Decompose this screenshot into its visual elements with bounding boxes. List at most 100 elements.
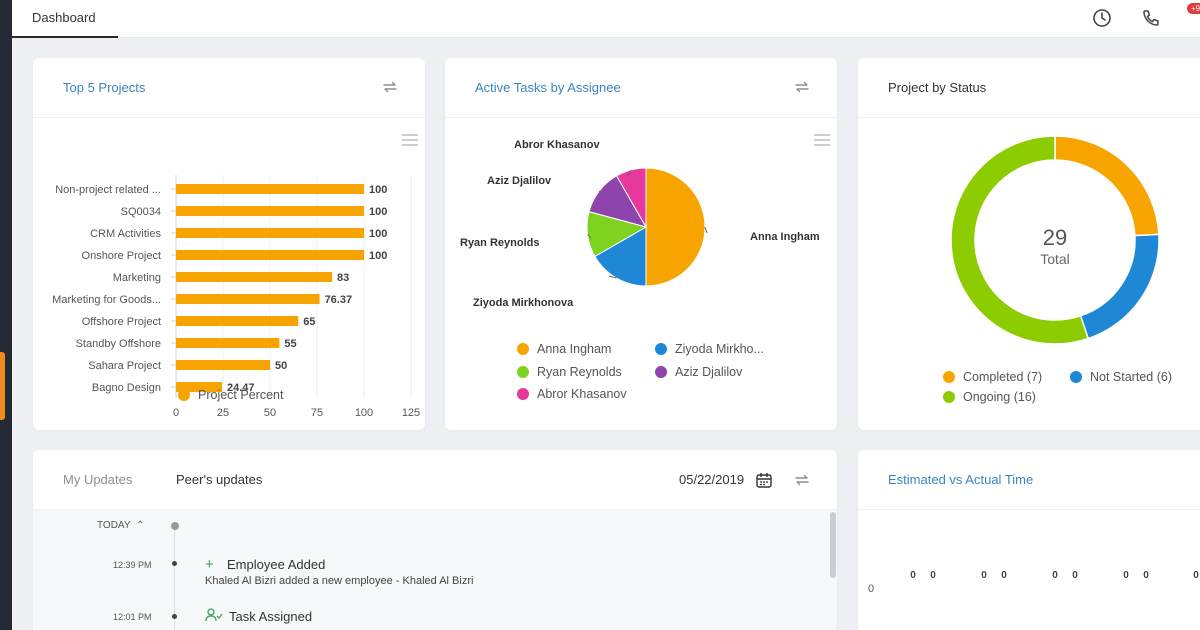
legend-dot (517, 366, 529, 378)
phone-icon[interactable] (1140, 7, 1162, 29)
top-bar: Dashboard +99 (12, 0, 1200, 38)
donut-segment[interactable] (1054, 135, 1160, 237)
bar[interactable] (176, 338, 280, 348)
bar-value-label: 0 (910, 570, 916, 581)
bar[interactable] (176, 382, 223, 392)
bar-value-label: 83 (337, 272, 349, 284)
estimated-actual-card: Estimated vs Actual Time 0 0 0 0 0 0 0 0 0 0 (858, 450, 1200, 630)
bar[interactable] (176, 272, 333, 282)
legend-label: Abror Khasanov (537, 387, 627, 401)
pie-label: Aziz Djalilov (487, 175, 552, 187)
item-time: 12:01 PM (113, 612, 152, 622)
legend-item[interactable]: Aziz Djalilov (655, 365, 742, 379)
tab-dashboard[interactable]: Dashboard (12, 0, 118, 38)
bar-value-label: 0 (1193, 570, 1199, 581)
legend-dot (943, 371, 955, 383)
timeline-dot (172, 614, 177, 619)
refresh-icon[interactable] (793, 78, 811, 96)
bar[interactable] (176, 206, 364, 216)
donut-total-value: 29 (1042, 225, 1068, 250)
legend-dot (517, 343, 529, 355)
legend-label: Completed (7) (963, 370, 1043, 384)
refresh-icon[interactable] (793, 471, 811, 489)
timeline-dot (172, 561, 177, 566)
pie-label: Ryan Reynolds (460, 237, 539, 249)
bar[interactable] (176, 360, 270, 370)
category-label: SQ0034 (121, 206, 161, 218)
bar[interactable] (176, 184, 364, 194)
bar-value-label: 0 (981, 570, 987, 581)
tab-my-updates[interactable]: My Updates (63, 472, 133, 487)
project-status-donut-chart (950, 135, 1160, 345)
legend-label: Project Percent (198, 388, 284, 402)
date-field[interactable]: 05/22/2019 (679, 472, 745, 487)
card-title: Project by Status (888, 80, 987, 95)
bar-value-label: 0 (930, 570, 936, 581)
bar[interactable] (176, 250, 364, 260)
item-title[interactable]: Task Assigned (229, 609, 313, 624)
pie-connector (598, 190, 604, 199)
x-tick-label: 50 (264, 407, 276, 419)
category-label: Non-project related ... (55, 184, 161, 196)
top-projects-bar-chart: 0 25 50 75 100 125 Non-project related ... 100 S… (52, 175, 420, 419)
legend-label: Anna Ingham (537, 342, 612, 356)
bar-value-label: 100 (369, 250, 387, 262)
item-title[interactable]: Employee Added (227, 557, 326, 572)
item-description: Khaled Al Bizri added a new employee - K… (205, 575, 474, 587)
estimated-actual-chart: 0 0 0 0 0 0 0 0 0 (910, 570, 1199, 581)
pie-slice[interactable] (645, 167, 706, 287)
chart-menu-icon[interactable] (402, 134, 418, 146)
item-time: 12:39 PM (113, 560, 152, 570)
bar-value-label: 0 (1123, 570, 1129, 581)
card-title: Top 5 Projects (63, 80, 146, 95)
bar[interactable] (176, 228, 364, 238)
legend-item[interactable]: Not Started (6) (1070, 370, 1172, 384)
bar-value-label: 50 (275, 360, 287, 372)
pie-slice[interactable] (594, 226, 647, 287)
project-status-card: Project by Status 29 Total Completed (7)… (858, 58, 1200, 430)
legend-item[interactable]: Ongoing (16) (943, 390, 1036, 404)
bar[interactable] (176, 294, 320, 304)
legend-label: Ongoing (16) (963, 390, 1036, 404)
bar-value-label: 100 (369, 184, 387, 196)
calendar-icon[interactable] (755, 471, 773, 489)
pie-connector (587, 234, 592, 239)
legend-label: Not Started (6) (1090, 370, 1172, 384)
legend-dot (943, 391, 955, 403)
clock-icon[interactable] (1091, 7, 1113, 29)
scrollbar-thumb[interactable] (830, 512, 836, 578)
card-title: Active Tasks by Assignee (475, 80, 621, 95)
y-axis-zero: 0 (868, 583, 875, 595)
category-label: Onshore Project (82, 250, 161, 262)
timeline-panel (33, 510, 837, 630)
legend-label: Ryan Reynolds (537, 365, 622, 379)
legend-item[interactable]: Completed (7) (943, 370, 1042, 384)
legend-item[interactable]: Anna Ingham (517, 342, 611, 356)
legend-item[interactable]: Project Percent (178, 388, 283, 402)
refresh-icon[interactable] (381, 78, 399, 96)
legend-item[interactable]: Ryan Reynolds (517, 365, 622, 379)
legend-item[interactable]: Abror Khasanov (517, 387, 627, 401)
bar[interactable] (176, 316, 299, 326)
pie-label: Abror Khasanov (514, 139, 600, 151)
pie-connector (704, 226, 708, 234)
x-tick-label: 75 (311, 407, 323, 419)
legend-item[interactable]: Ziyoda Mirkho... (655, 342, 764, 356)
bar-value-label: 65 (303, 316, 315, 328)
tab-peer-updates[interactable]: Peer's updates (176, 472, 263, 487)
x-tick-label: 25 (217, 407, 229, 419)
pie-label: Ziyoda Mirkhonova (473, 297, 574, 309)
top-projects-card: Top 5 Projects 0 25 50 75 100 125 Non-project … (33, 58, 425, 430)
active-tasks-pie-chart: Anna Ingham Ziyoda Mirkhonova Ryan Reynold… (460, 139, 820, 309)
pie-connector (608, 275, 617, 279)
category-label: Bagno Design (92, 382, 161, 394)
category-label: Offshore Project (82, 316, 161, 328)
chart-menu-icon[interactable] (814, 134, 830, 146)
sidebar-toggle-handle[interactable] (0, 352, 5, 420)
today-toggle[interactable]: TODAY ⌃ (97, 520, 145, 531)
donut-segment[interactable] (950, 135, 1090, 345)
card-header: Estimated vs Actual Time (858, 450, 1200, 510)
notification-badge[interactable]: +99 (1187, 3, 1200, 14)
bar-value-label: 55 (284, 338, 296, 350)
bar-value-label: 76.37 (325, 294, 353, 306)
